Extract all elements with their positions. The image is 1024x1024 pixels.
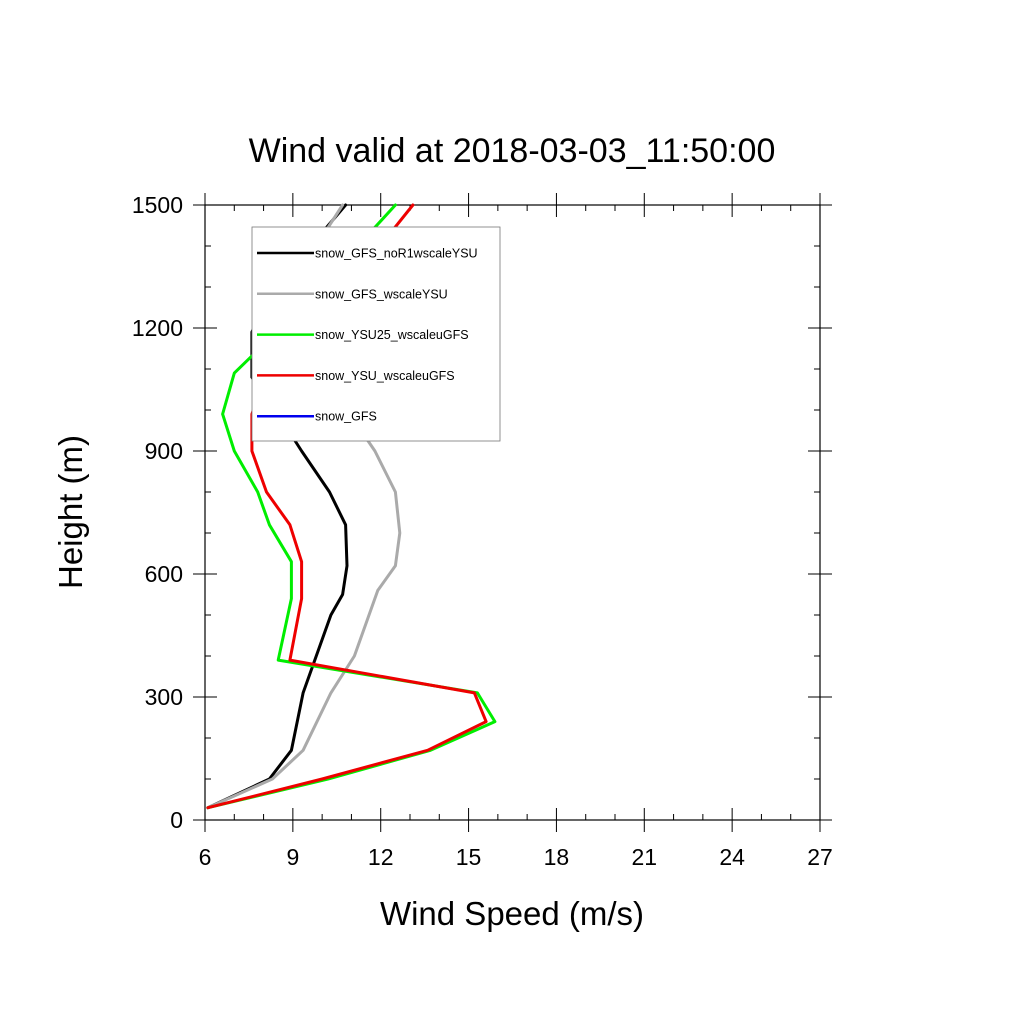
legend-label: snow_GFS [315, 410, 377, 424]
major-ticks [193, 193, 832, 832]
y-axis-label: Height (m) [52, 435, 89, 589]
legend: snow_GFS_noR1wscaleYSU snow_GFS_wscaleYSU… [251, 226, 501, 442]
y-tick-label: 0 [170, 807, 183, 833]
x-tick-label: 27 [807, 844, 833, 870]
legend-label: snow_GFS_wscaleYSU [315, 287, 448, 301]
x-tick-label: 18 [544, 844, 570, 870]
x-tick-label: 12 [368, 844, 394, 870]
x-tick-label: 6 [199, 844, 212, 870]
y-tick-label: 1200 [132, 315, 183, 341]
y-tick-label: 900 [145, 438, 183, 464]
x-tick-label: 21 [631, 844, 657, 870]
chart-title: Wind valid at 2018-03-03_11:50:00 [249, 132, 776, 170]
x-tick-label: 15 [456, 844, 482, 870]
y-tick-label: 300 [145, 684, 183, 710]
x-tick-label: 9 [286, 844, 299, 870]
x-tick-labels: 6 9 12 15 18 21 24 27 [199, 844, 833, 870]
legend-label: snow_YSU25_wscaleuGFS [315, 328, 469, 342]
legend-label: snow_YSU_wscaleuGFS [315, 369, 455, 383]
legend-label: snow_GFS_noR1wscaleYSU [315, 247, 478, 261]
x-axis-label: Wind Speed (m/s) [380, 895, 644, 932]
y-tick-labels: 0 300 600 900 1200 1500 [132, 192, 183, 833]
x-tick-label: 24 [719, 844, 745, 870]
y-tick-label: 600 [145, 561, 183, 587]
y-tick-label: 1500 [132, 192, 183, 218]
series-line-snow-ysu25-wscaleugfs [206, 203, 497, 810]
plot-frame [204, 204, 821, 821]
